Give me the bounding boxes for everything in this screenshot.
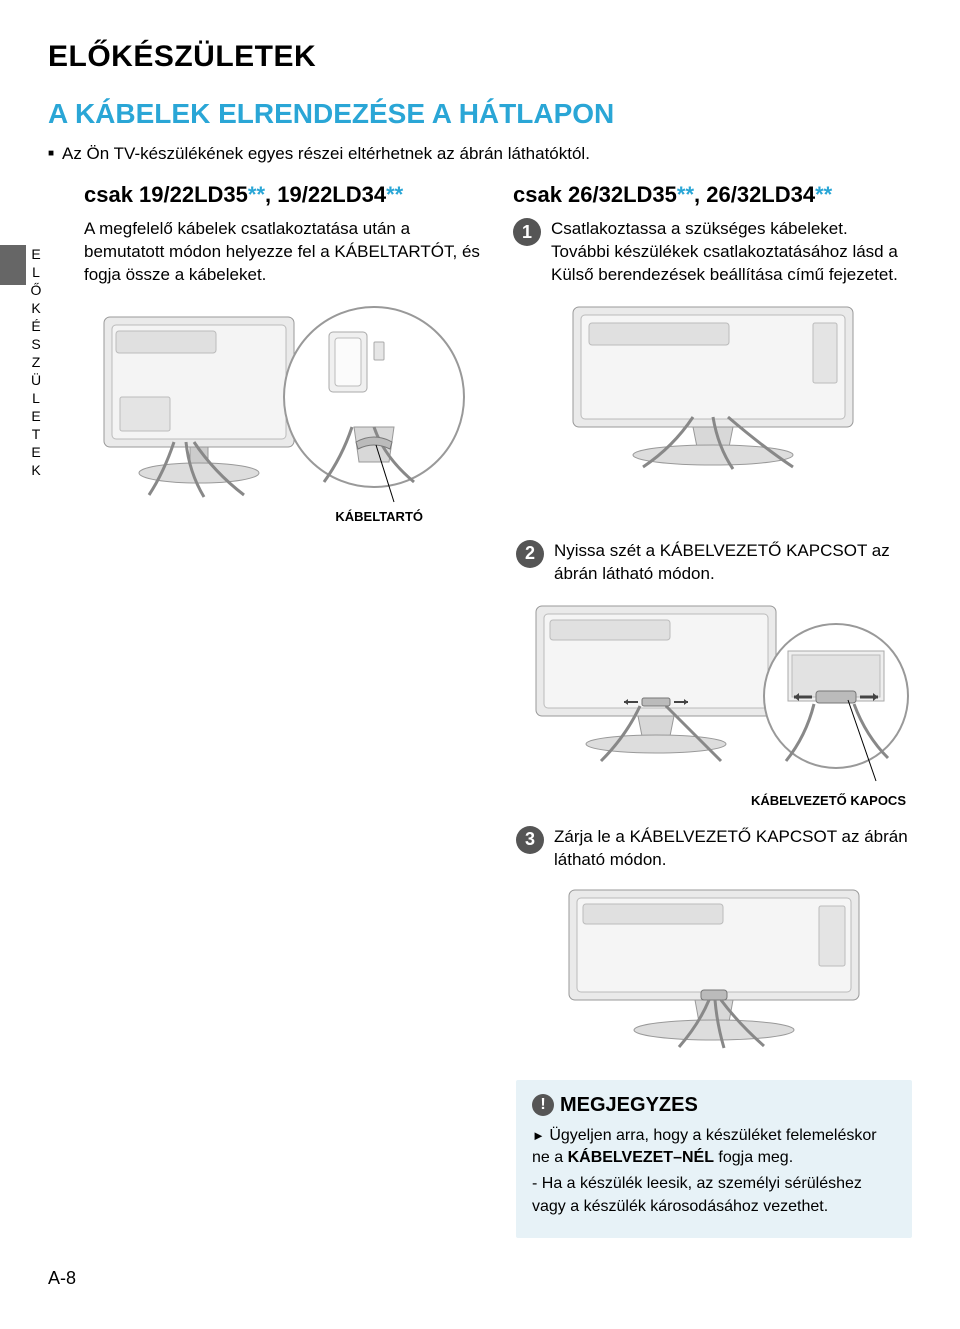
right-stars-1: ** — [677, 182, 694, 207]
step-2-number: 2 — [516, 540, 544, 568]
intro-bullet: Az Ön TV-készülékének egyes részei eltér… — [48, 144, 912, 164]
chapter-title: ELŐKÉSZÜLETEK — [48, 40, 912, 74]
note-line1-post: fogja meg. — [714, 1149, 793, 1166]
left-stars-2: ** — [386, 182, 403, 207]
right-model-base: csak 26/32LD35 — [513, 182, 677, 207]
note-line2: - Ha a készülék leesik, az személyi sérü… — [532, 1173, 896, 1218]
section-title: A KÁBELEK ELRENDEZÉSE A HÁTLAPON — [48, 98, 912, 130]
note-title-text: MEGJEGYZES — [560, 1094, 698, 1117]
note-title: ! MEGJEGYZES — [532, 1094, 896, 1117]
warning-icon: ! — [532, 1094, 554, 1116]
step-1-line-b: További készülékek csatlakoztatásához lá… — [551, 242, 898, 284]
left-column: csak 19/22LD35**, 19/22LD34** A megfelel… — [84, 182, 483, 532]
step-3-text: Zárja le a KÁBELVEZETŐ KAPCSOT az ábrán … — [554, 826, 912, 872]
left-illustration: KÁBELTARTÓ — [84, 297, 483, 524]
left-model-mid: , 19/22LD34 — [265, 182, 386, 207]
step-3: 3 Zárja le a KÁBELVEZETŐ KAPCSOT az ábrá… — [516, 826, 912, 872]
right-model-heading: csak 26/32LD35**, 26/32LD34** — [513, 182, 912, 208]
step-3-illustration — [516, 882, 912, 1052]
step-1: 1 Csatlakoztassa a szükséges kábeleket. … — [513, 218, 912, 287]
left-model-heading: csak 19/22LD35**, 19/22LD34** — [84, 182, 483, 208]
step-1-line-a: Csatlakoztassa a szükséges kábeleket. — [551, 219, 848, 238]
step-2-text: Nyissa szét a KÁBELVEZETŐ KAPCSOT az ábr… — [554, 540, 912, 586]
note-body: ► Ügyeljen arra, hogy a készüléket felem… — [532, 1125, 896, 1219]
left-stars-1: ** — [248, 182, 265, 207]
right-column: csak 26/32LD35**, 26/32LD34** 1 Csatlako… — [513, 182, 912, 532]
left-paragraph: A megfelelő kábelek csatlakoztatása után… — [84, 218, 483, 287]
note-triangle-icon: ► — [532, 1128, 545, 1143]
step-1-number: 1 — [513, 218, 541, 246]
left-model-base: csak 19/22LD35 — [84, 182, 248, 207]
right-stars-2: ** — [815, 182, 832, 207]
step-2-caption: KÁBELVEZETŐ KAPOCS — [516, 793, 912, 808]
note-box: ! MEGJEGYZES ► Ügyeljen arra, hogy a kés… — [516, 1080, 912, 1239]
page-number: A-8 — [48, 1268, 912, 1289]
side-tab — [0, 245, 26, 285]
side-section-label: ELŐKÉSZÜLETEK — [28, 246, 44, 480]
note-line1-bold: KÁBELVEZET–NÉL — [568, 1149, 714, 1166]
step-2: 2 Nyissa szét a KÁBELVEZETŐ KAPCSOT az á… — [516, 540, 912, 586]
step-1-illustration — [513, 297, 912, 472]
step-3-number: 3 — [516, 826, 544, 854]
left-caption: KÁBELTARTÓ — [84, 509, 483, 524]
step-2-illustration: KÁBELVEZETŐ KAPOCS — [516, 596, 912, 808]
right-model-mid: , 26/32LD34 — [694, 182, 815, 207]
step-1-text: Csatlakoztassa a szükséges kábeleket. To… — [551, 218, 912, 287]
